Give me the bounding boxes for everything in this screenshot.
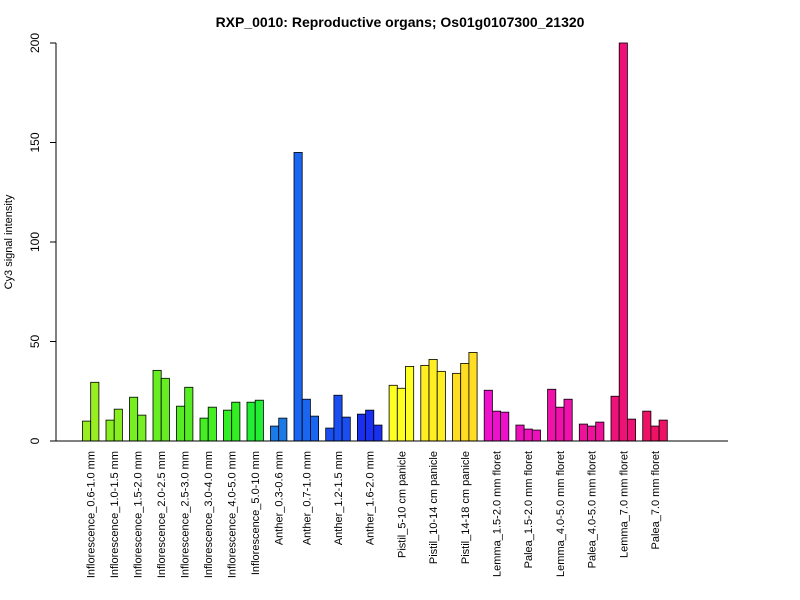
bar bbox=[587, 425, 597, 442]
bar bbox=[293, 152, 303, 442]
bar bbox=[152, 369, 162, 442]
bar bbox=[301, 398, 311, 442]
y-axis: 0 50 100 150 200 bbox=[28, 33, 57, 444]
bar bbox=[231, 401, 241, 442]
bar bbox=[333, 394, 343, 442]
bar bbox=[373, 424, 383, 442]
bar bbox=[618, 42, 628, 442]
x-category-label: Inflorescence_2.5-3.0 mm bbox=[180, 451, 192, 578]
bar bbox=[82, 420, 92, 442]
bar bbox=[642, 410, 652, 442]
bar bbox=[595, 421, 605, 442]
y-tick-label: 50 bbox=[28, 335, 42, 349]
bars-group bbox=[82, 42, 668, 442]
bar bbox=[207, 406, 217, 442]
bar bbox=[460, 362, 470, 442]
bar bbox=[113, 408, 123, 442]
x-category-label: Inflorescence_1.0-1.5 mm bbox=[109, 451, 121, 578]
bar bbox=[650, 425, 660, 442]
bar bbox=[199, 417, 209, 442]
bar bbox=[254, 399, 264, 442]
x-category-label: Inflorescence_4.0-5.0 mm bbox=[227, 451, 239, 578]
bar bbox=[547, 388, 557, 442]
x-category-label: Inflorescence_3.0-4.0 mm bbox=[203, 451, 215, 578]
bar bbox=[515, 424, 525, 442]
y-tick-label: 150 bbox=[28, 132, 42, 152]
bar bbox=[578, 423, 588, 442]
bar bbox=[325, 427, 335, 442]
bar bbox=[468, 352, 478, 442]
bar bbox=[563, 398, 573, 442]
x-category-label: Inflorescence_0.6-1.0 mm bbox=[86, 451, 98, 578]
x-category-label: Palea_4.0-5.0 mm floret bbox=[587, 451, 599, 568]
x-category-label: Anther_0.3-0.6 mm bbox=[274, 451, 286, 545]
bar bbox=[491, 410, 501, 442]
x-category-label: Pistil_5-10 cm panicle bbox=[396, 451, 408, 558]
bar bbox=[436, 370, 446, 442]
bar bbox=[555, 406, 565, 442]
bar bbox=[341, 416, 351, 442]
x-category-label: Inflorescence_1.5-2.0 mm bbox=[133, 451, 145, 578]
bar bbox=[365, 409, 375, 442]
x-category-label: Palea_1.5-2.0 mm floret bbox=[523, 451, 535, 568]
bar bbox=[428, 359, 438, 442]
bar bbox=[90, 381, 100, 442]
y-tick-label: 0 bbox=[28, 437, 42, 444]
bar bbox=[278, 417, 288, 442]
x-category-label: Anther_1.2-1.5 mm bbox=[333, 451, 345, 545]
x-category-label: Inflorescence_5.0-10 mm bbox=[250, 451, 262, 575]
bar bbox=[223, 409, 233, 442]
bar bbox=[184, 386, 194, 442]
bar bbox=[137, 414, 147, 442]
bar bbox=[176, 405, 186, 442]
bar bbox=[270, 425, 280, 442]
x-category-label: Pistil_10-14 cm panicle bbox=[428, 451, 440, 564]
chart-title: RXP_0010: Reproductive organs; Os01g0107… bbox=[216, 14, 585, 30]
bar bbox=[356, 413, 366, 442]
bar bbox=[129, 396, 139, 442]
bar bbox=[105, 419, 115, 442]
bar bbox=[452, 372, 462, 442]
bar bbox=[396, 387, 406, 442]
x-category-label: Pistil_14-18 cm panicle bbox=[460, 451, 472, 564]
bar bbox=[420, 364, 430, 442]
bar bbox=[610, 395, 620, 442]
x-category-label: Inflorescence_2.0-2.5 mm bbox=[156, 451, 168, 578]
y-axis-title: Cy3 signal intensity bbox=[3, 194, 15, 289]
x-category-label: Lemma_7.0 mm floret bbox=[618, 451, 630, 558]
bar bbox=[531, 429, 541, 442]
bar bbox=[483, 389, 493, 442]
bar bbox=[309, 415, 319, 442]
x-category-label: Lemma_1.5-2.0 mm floret bbox=[492, 451, 504, 577]
x-axis-labels: Inflorescence_0.6-1.0 mm Inflorescence_1.… bbox=[86, 451, 662, 578]
x-category-label: Lemma_4.0-5.0 mm floret bbox=[555, 451, 567, 577]
bar bbox=[658, 419, 668, 442]
x-category-label: Anther_0.7-1.0 mm bbox=[301, 451, 313, 545]
x-category-label: Anther_1.6-2.0 mm bbox=[365, 451, 377, 545]
bar bbox=[500, 411, 510, 442]
y-tick-label: 200 bbox=[28, 33, 42, 53]
y-tick-label: 100 bbox=[28, 232, 42, 252]
bar bbox=[405, 365, 415, 442]
bar bbox=[523, 428, 533, 442]
bar bbox=[160, 377, 170, 442]
bar bbox=[388, 384, 398, 442]
bar bbox=[627, 418, 637, 442]
x-category-label: Palea_7.0 mm floret bbox=[650, 451, 662, 549]
bar bbox=[246, 401, 256, 442]
